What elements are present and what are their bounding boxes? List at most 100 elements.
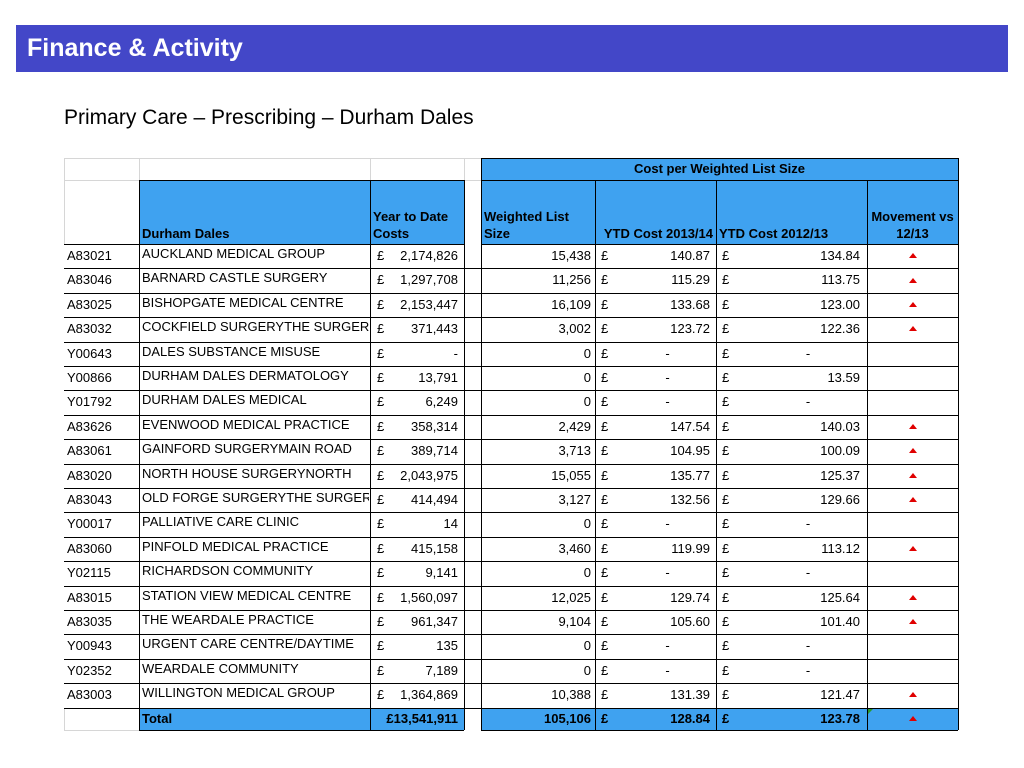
grid-line <box>64 488 958 489</box>
practice-code: A83061 <box>67 443 112 459</box>
slide-title: Finance & Activity <box>27 34 243 62</box>
total-label: Total <box>142 710 173 726</box>
currency-symbol: £ <box>601 638 609 654</box>
practice-name: BARNARD CASTLE SURGERY <box>142 270 328 286</box>
total-fill <box>139 707 464 730</box>
total-weighted-list: 105,106 <box>544 710 591 726</box>
movement-up-icon <box>908 692 917 698</box>
total-ytd-2013-14: 128.84 <box>670 710 710 726</box>
practice-name: GAINFORD SURGERYMAIN ROAD <box>142 441 352 457</box>
weighted-list-size: 9,104 <box>558 614 591 629</box>
ytd-cost-2013-14: 133.68 <box>670 296 710 312</box>
grid-line <box>64 439 958 441</box>
grid-line <box>716 180 717 730</box>
grid-line <box>64 512 958 514</box>
currency-symbol: £ <box>377 370 385 385</box>
grid-line <box>139 729 464 731</box>
currency-symbol: £ <box>601 443 609 459</box>
total-fill <box>481 707 958 730</box>
movement-up-icon <box>908 594 917 600</box>
header-fill <box>139 180 370 244</box>
movement-up-icon <box>908 448 917 454</box>
ytd-costs: 13,791 <box>418 370 458 385</box>
practice-code: A83025 <box>67 296 112 312</box>
grid-line <box>64 414 958 416</box>
currency-symbol: £ <box>377 638 385 654</box>
ytd-costs: 7,189 <box>425 662 458 678</box>
group-header: Cost per Weighted List Size <box>634 161 805 176</box>
currency-symbol: £ <box>377 248 385 263</box>
grid-line <box>64 158 481 159</box>
ytd-cost-2012-13: - <box>805 565 811 581</box>
weighted-list-size: 0 <box>583 516 591 532</box>
grid-line <box>64 292 958 294</box>
practice-code: A83046 <box>67 272 112 288</box>
currency-symbol: £ <box>601 248 609 263</box>
weighted-list-size: 3,127 <box>558 492 591 507</box>
header-fill <box>481 158 958 244</box>
grid-line <box>481 244 958 245</box>
col-header-practice-text: Durham Dales <box>142 226 230 241</box>
ytd-cost-2013-14: 140.87 <box>670 248 710 263</box>
practice-name: RICHARDSON COMMUNITY <box>142 563 314 579</box>
weighted-list-size: 0 <box>583 565 591 581</box>
practice-code: A83003 <box>67 687 112 703</box>
movement-up-icon <box>908 715 917 721</box>
practice-code: Y00943 <box>67 638 112 654</box>
currency-symbol: £ <box>722 565 730 581</box>
ytd-costs: 2,174,826 <box>400 248 458 263</box>
weighted-list-size: 11,256 <box>552 272 591 288</box>
currency-symbol: £ <box>601 296 609 312</box>
practice-name: WEARDALE COMMUNITY <box>142 660 299 676</box>
weighted-list-size: 0 <box>583 638 591 654</box>
ytd-cost-2012-13: 113.12 <box>821 540 860 556</box>
col-header-practice: Durham Dales <box>139 182 370 242</box>
practice-code: Y00017 <box>67 516 112 532</box>
currency-symbol: £ <box>722 492 730 507</box>
practice-code: A83043 <box>67 492 112 507</box>
grid-line <box>64 268 958 270</box>
practice-code: Y00643 <box>67 345 112 361</box>
grid-line <box>64 585 958 587</box>
grid-line <box>867 180 868 730</box>
practice-name: AUCKLAND MEDICAL GROUP <box>142 246 325 261</box>
currency-symbol: £ <box>377 296 385 312</box>
grid-line <box>64 390 958 392</box>
col-header-ytd-costs: Year to Date Costs <box>370 182 464 242</box>
movement-up-icon <box>908 277 917 283</box>
practice-name: OLD FORGE SURGERYTHE SURGERY <box>142 490 369 505</box>
ytd-costs: 358,314 <box>411 418 458 434</box>
currency-symbol: £ <box>722 467 730 483</box>
grid-line <box>64 536 958 538</box>
weighted-list-size: 10,388 <box>551 687 591 703</box>
weighted-list-size: 3,460 <box>558 540 591 556</box>
ytd-costs: 371,443 <box>411 321 458 337</box>
practice-code: A83060 <box>67 540 112 556</box>
ytd-cost-2013-14: 105.60 <box>670 614 710 629</box>
ytd-cost-2012-13: 129.66 <box>820 492 860 507</box>
currency-symbol: £ <box>377 321 385 337</box>
grid-line <box>64 317 958 319</box>
currency-symbol: £ <box>601 467 609 483</box>
practice-code: A83020 <box>67 467 112 483</box>
currency-symbol: £ <box>377 687 385 703</box>
currency-symbol: £ <box>601 516 609 532</box>
col-header-ytd-costs-text: Year to Date Costs <box>373 209 449 241</box>
grid-line <box>64 658 958 660</box>
col-header-movement: Movement vs 12/13 <box>867 182 958 242</box>
practice-code: A83032 <box>67 321 112 337</box>
ytd-cost-2012-13: 122.36 <box>820 321 860 337</box>
practice-name: DURHAM DALES DERMATOLOGY <box>142 368 349 383</box>
ytd-cost-2012-13: - <box>805 345 811 361</box>
practice-name: URGENT CARE CENTRE/DAYTIME <box>142 636 354 652</box>
currency-symbol: £ <box>722 516 730 532</box>
ytd-cost-2012-13: 134.84 <box>820 248 860 263</box>
currency-symbol: £ <box>722 370 730 385</box>
currency-symbol: £ <box>601 662 609 678</box>
ytd-costs: 415,158 <box>411 540 458 556</box>
currency-symbol: £ <box>377 492 385 507</box>
ytd-costs: - <box>453 345 458 361</box>
currency-symbol: £ <box>601 565 609 581</box>
movement-up-icon <box>908 302 917 307</box>
practice-code: A83626 <box>67 418 112 434</box>
